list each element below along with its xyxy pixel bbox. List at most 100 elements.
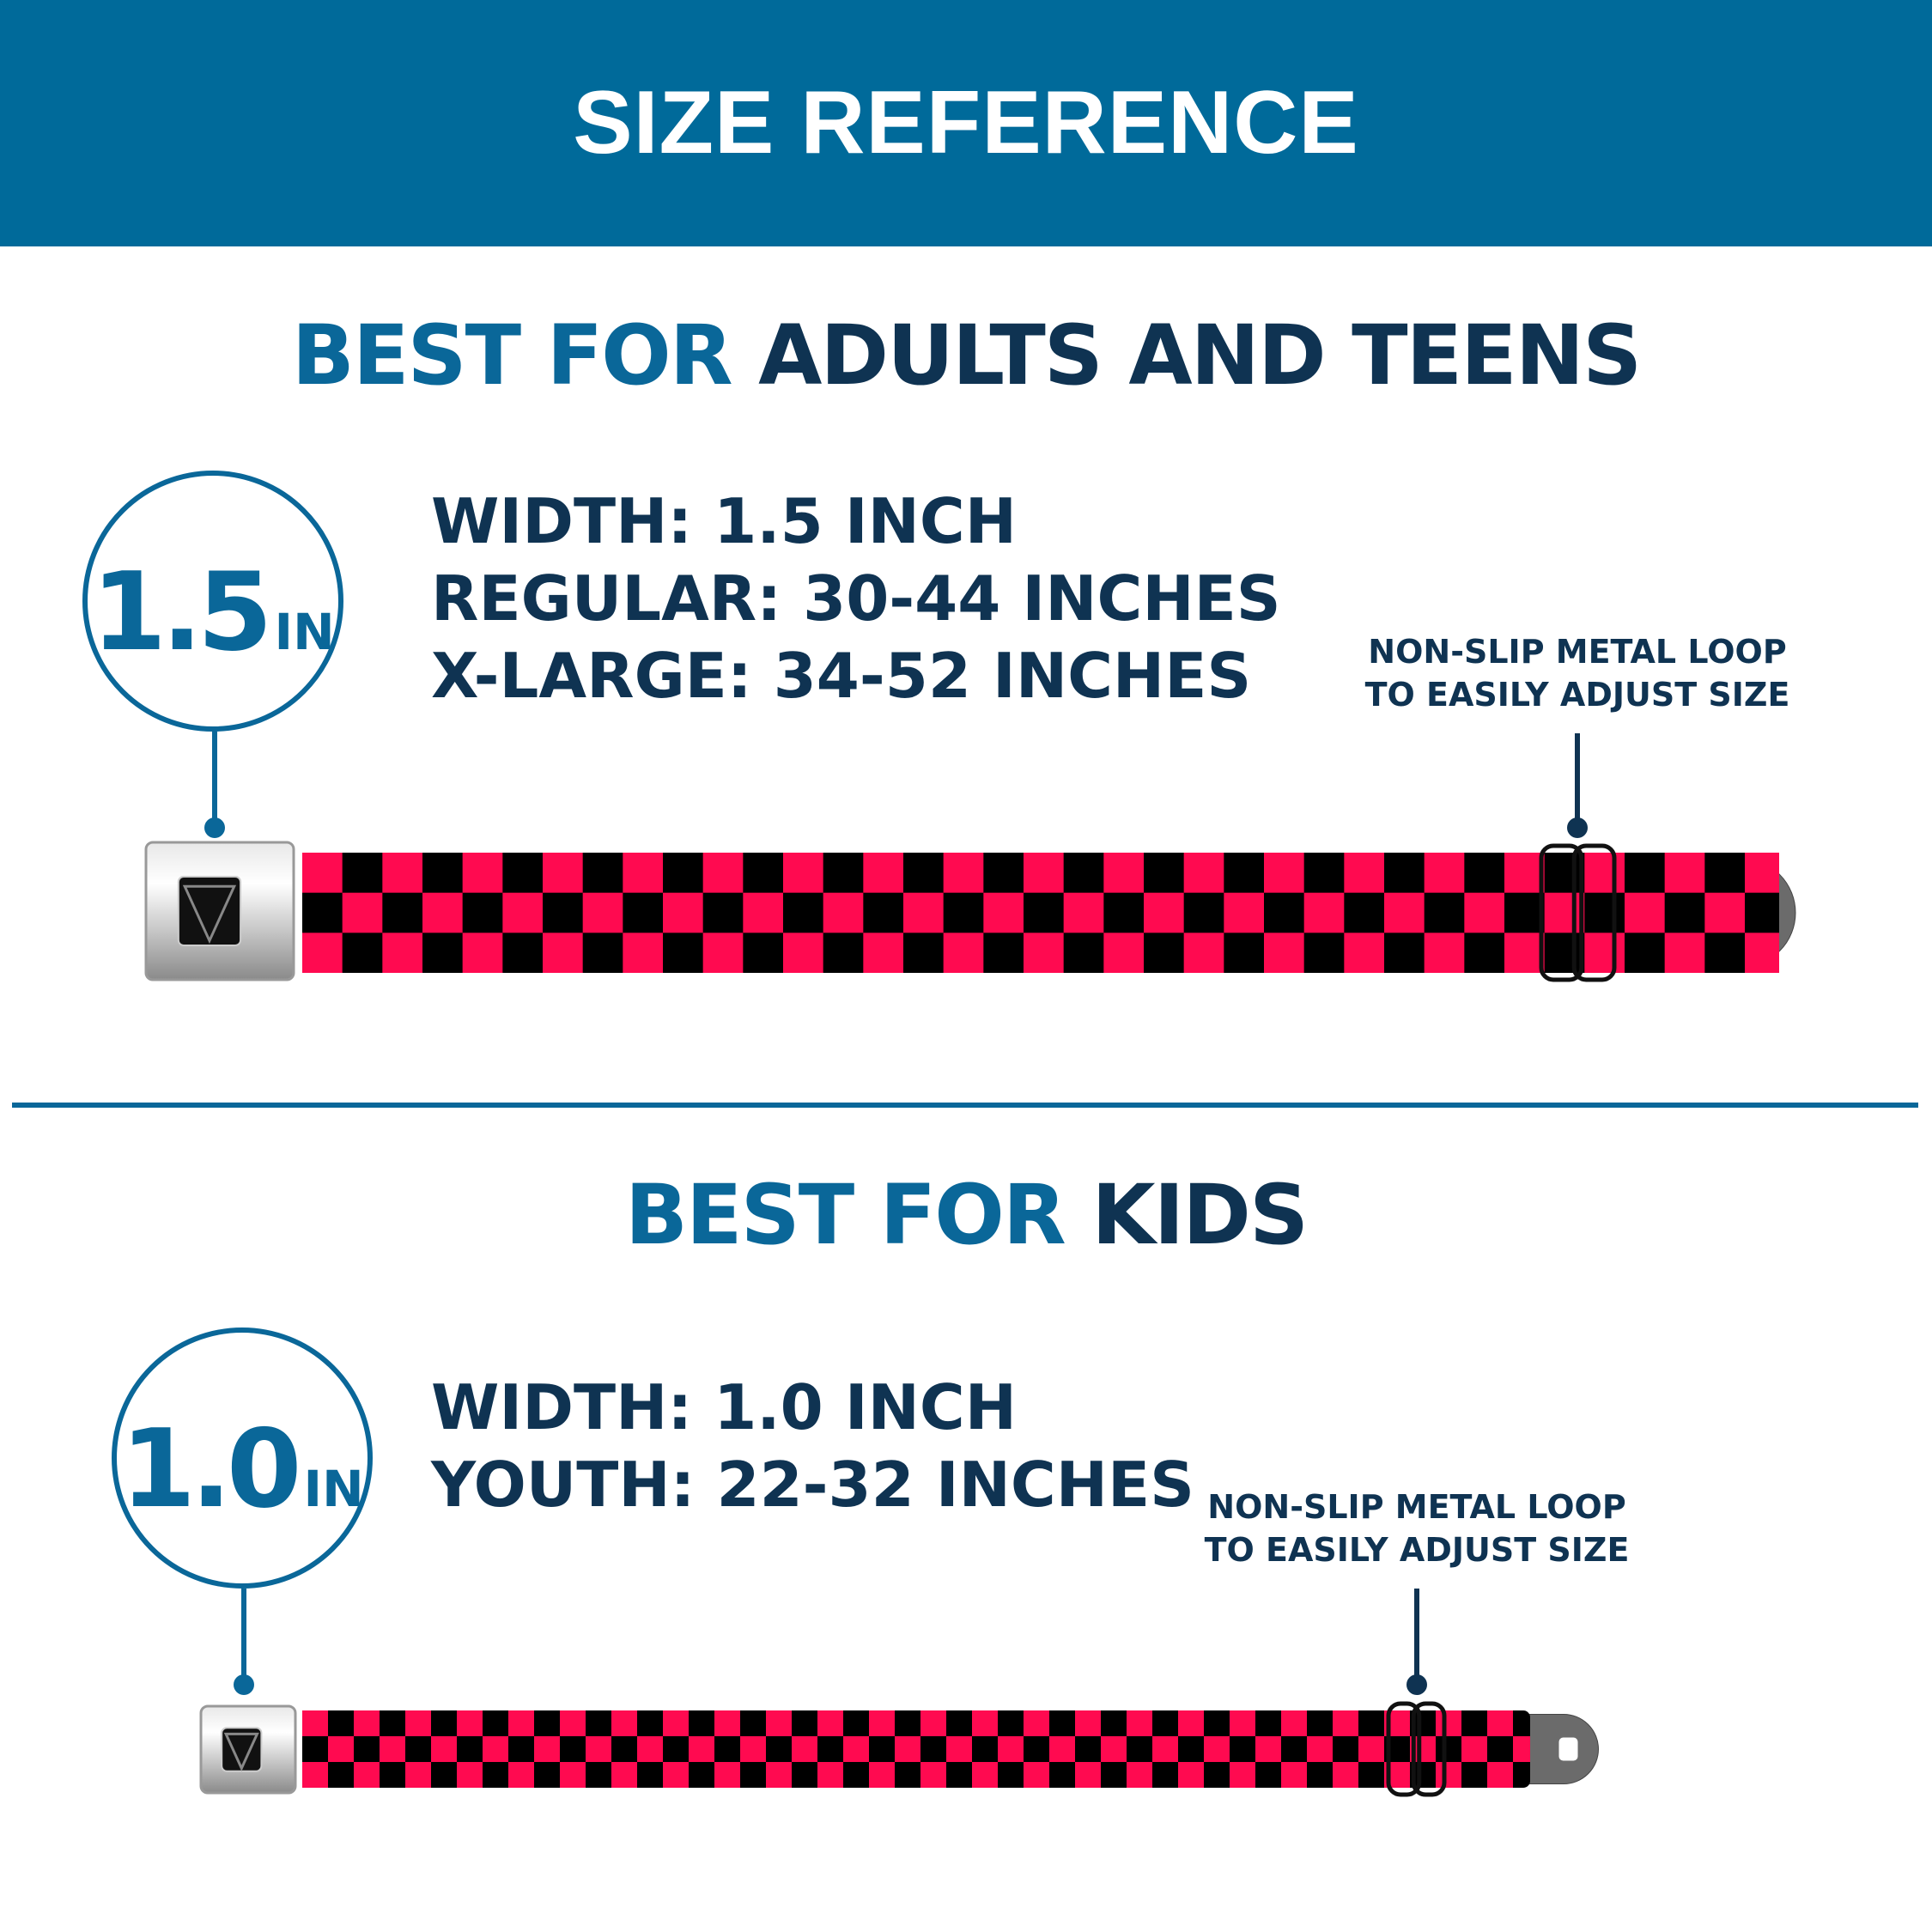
checker-square — [342, 892, 383, 933]
checker-square — [1049, 1736, 1075, 1762]
checker-square — [869, 1710, 895, 1736]
checker-square — [943, 853, 984, 893]
checker-square — [1424, 933, 1465, 973]
checker-square — [560, 1762, 586, 1788]
checker-square — [972, 1710, 998, 1736]
checker-square — [405, 1762, 431, 1788]
checker-square — [1024, 1762, 1049, 1788]
checker-square — [302, 1710, 328, 1736]
checker-square — [1255, 1736, 1281, 1762]
checker-square — [1344, 853, 1384, 893]
checker-square — [483, 1736, 508, 1762]
checker-square — [946, 1736, 972, 1762]
checker-square — [895, 1736, 920, 1762]
spec-width: WIDTH: 1.0 INCH — [431, 1371, 1017, 1443]
checker-square — [1461, 1736, 1487, 1762]
checker-square — [1704, 892, 1745, 933]
checker-square — [1358, 1736, 1384, 1762]
checker-square — [382, 853, 422, 893]
metal-loop — [1539, 843, 1584, 982]
checker-square — [702, 933, 744, 973]
checker-square — [1333, 1762, 1358, 1788]
section-divider — [12, 1103, 1918, 1108]
checker-square — [1063, 892, 1104, 933]
checker-square — [998, 1736, 1024, 1762]
kids-loop-callout: NON-SLIP METAL LOOP TO EASILY ADJUST SIZ… — [1204, 1488, 1630, 1569]
checker-square — [1144, 892, 1184, 933]
adults-heading: BEST FOR ADULTS AND TEENS — [291, 307, 1642, 404]
checker-square — [1024, 1710, 1049, 1736]
checker-square — [1024, 933, 1064, 973]
metal-loop — [1571, 843, 1617, 982]
checker-square — [1513, 1736, 1530, 1762]
checker-square — [663, 892, 703, 933]
checker-square — [1204, 1736, 1230, 1762]
checker-square — [1103, 933, 1144, 973]
checker-square — [1178, 1762, 1204, 1788]
checker-square — [623, 853, 663, 893]
checker-square — [637, 1736, 663, 1762]
bd-shield-logo — [223, 1732, 259, 1771]
metal-loop — [1386, 1701, 1422, 1797]
bd-logo-plate — [177, 876, 242, 946]
checker-square — [1424, 853, 1465, 893]
checker-square — [457, 1710, 483, 1736]
width-badge-kids: 1.0 IN — [112, 1327, 373, 1589]
belt-strap — [302, 853, 1779, 973]
callout-dot — [1567, 817, 1588, 838]
checker-square — [457, 1762, 483, 1788]
badge-connector — [212, 732, 217, 826]
checker-square — [354, 1762, 380, 1788]
checker-square — [1333, 1710, 1358, 1736]
header-banner: SIZE REFERENCE — [0, 0, 1932, 246]
checker-square — [1281, 1710, 1307, 1736]
kids-specs: WIDTH: 1.0 INCH YOUTH: 22-32 INCHES — [431, 1369, 1194, 1523]
checker-square — [582, 892, 623, 933]
checker-square — [766, 1710, 792, 1736]
checker-square — [1264, 933, 1304, 973]
checker-square — [1101, 1736, 1127, 1762]
checker-square — [863, 853, 903, 893]
checker-square — [1075, 1762, 1101, 1788]
checker-square — [1745, 933, 1779, 973]
page-title: SIZE REFERENCE — [573, 73, 1359, 173]
badge-connector — [241, 1589, 246, 1683]
checker-square — [817, 1710, 843, 1736]
checker-square — [462, 853, 503, 893]
checker-square — [302, 933, 343, 973]
checker-square — [302, 1762, 328, 1788]
checker-square — [783, 933, 823, 973]
checker-square — [1625, 892, 1665, 933]
metal-loop — [1411, 1701, 1447, 1797]
width-badge-adults: 1.5 IN — [82, 471, 343, 732]
checker-square — [714, 1710, 740, 1736]
checker-square — [354, 1710, 380, 1736]
checker-square — [1224, 892, 1264, 933]
checker-square — [1075, 1710, 1101, 1736]
checker-square — [1183, 933, 1224, 973]
checker-square — [611, 1710, 637, 1736]
callout-dot — [1406, 1674, 1427, 1695]
adults-loop-callout: NON-SLIP METAL LOOP TO EASILY ADJUST SIZ… — [1364, 633, 1790, 714]
checker-square — [702, 853, 744, 893]
adults-specs: WIDTH: 1.5 INCH REGULAR: 30-44 INCHES X-… — [431, 483, 1281, 714]
spec-regular: REGULAR: 30-44 INCHES — [431, 562, 1281, 635]
checker-square — [1152, 1736, 1178, 1762]
checker-square — [1436, 1710, 1461, 1736]
checker-square — [792, 1736, 817, 1762]
callout-line — [1414, 1589, 1419, 1683]
checker-square — [920, 1762, 946, 1788]
checker-square — [1230, 1762, 1255, 1788]
checker-square — [534, 1736, 560, 1762]
checker-square — [920, 1710, 946, 1736]
checker-square — [543, 933, 583, 973]
adult-belt-image — [144, 841, 1796, 982]
checker-square — [1230, 1710, 1255, 1736]
checker-square — [462, 933, 503, 973]
checker-square — [1584, 933, 1625, 973]
checker-square — [1127, 1762, 1152, 1788]
kids-heading: BEST FOR KIDS — [624, 1167, 1309, 1263]
checker-square — [560, 1710, 586, 1736]
connector-dot — [204, 817, 225, 838]
checker-square — [714, 1762, 740, 1788]
